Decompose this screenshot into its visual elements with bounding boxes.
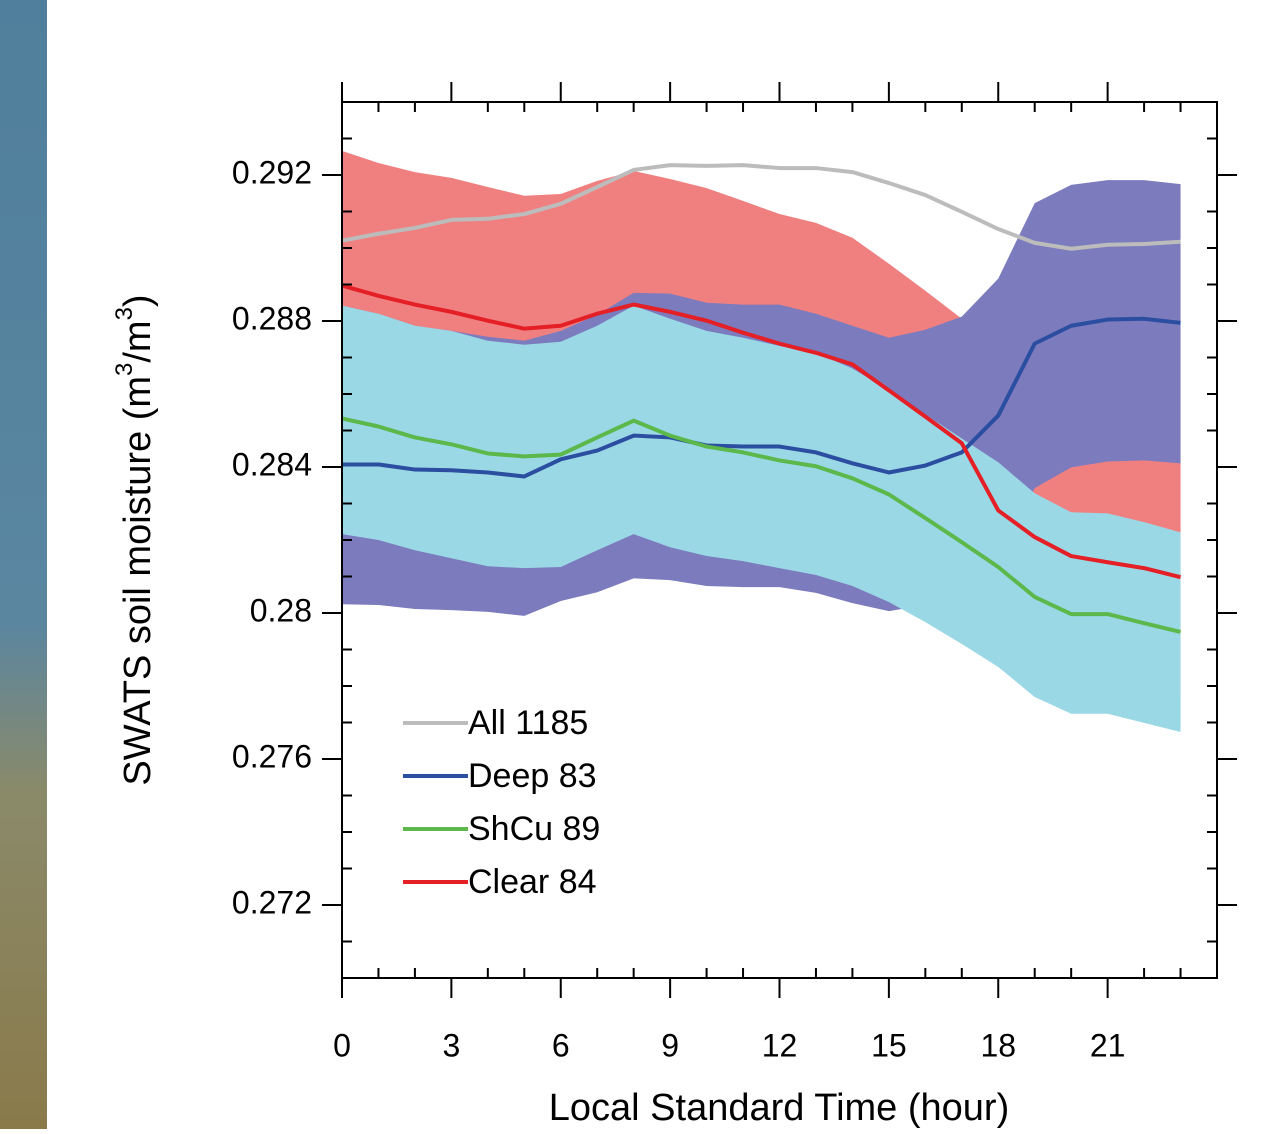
y-label-part: ) xyxy=(117,294,159,307)
y-tick-label: 0.292 xyxy=(232,154,312,190)
axes: 0 3 6 9 12 15 18 21 0.272 0.276 0.28 0.284 0.288 0.29… xyxy=(232,82,1237,1063)
legend: All 1185 Deep 83 ShCu 89 Clear 84 xyxy=(403,704,600,901)
lines xyxy=(341,163,1182,634)
bands xyxy=(342,150,1181,732)
y-label-part: SWATS soil moisture (m xyxy=(117,376,159,786)
y-axis-label: SWATS soil moisture (m3/m3) xyxy=(111,294,159,785)
x-tick-label: 3 xyxy=(442,1027,460,1063)
x-axis-label: Local Standard Time (hour) xyxy=(549,1087,1009,1129)
x-tick-label: 21 xyxy=(1090,1027,1126,1063)
legend-label: All 1185 xyxy=(468,704,588,742)
y-tick-label: 0.272 xyxy=(232,884,312,920)
y-label-sup: 3 xyxy=(111,307,138,320)
y-tick-label: 0.284 xyxy=(232,446,312,482)
y-tick-label: 0.28 xyxy=(250,592,312,628)
series-line xyxy=(341,283,1182,580)
x-tick-label: 18 xyxy=(980,1027,1016,1063)
legend-label: Deep 83 xyxy=(468,757,597,795)
series-line xyxy=(341,163,1181,251)
x-tick-label: 6 xyxy=(552,1027,570,1063)
y-label-part: /m xyxy=(117,320,159,362)
y-tick-label: 0.288 xyxy=(232,300,312,336)
x-tick-label: 15 xyxy=(871,1027,907,1063)
series-line xyxy=(342,316,1181,479)
y-label-sup: 3 xyxy=(111,363,138,376)
x-tick-label: 12 xyxy=(762,1027,798,1063)
x-tick-label: 0 xyxy=(333,1027,351,1063)
x-tick-label: 9 xyxy=(661,1027,679,1063)
background-photo xyxy=(0,0,47,1129)
legend-label: Clear 84 xyxy=(468,863,597,901)
legend-label: ShCu 89 xyxy=(468,810,600,848)
series-line xyxy=(341,416,1182,634)
y-tick-label: 0.276 xyxy=(232,738,312,774)
band xyxy=(342,305,1181,732)
